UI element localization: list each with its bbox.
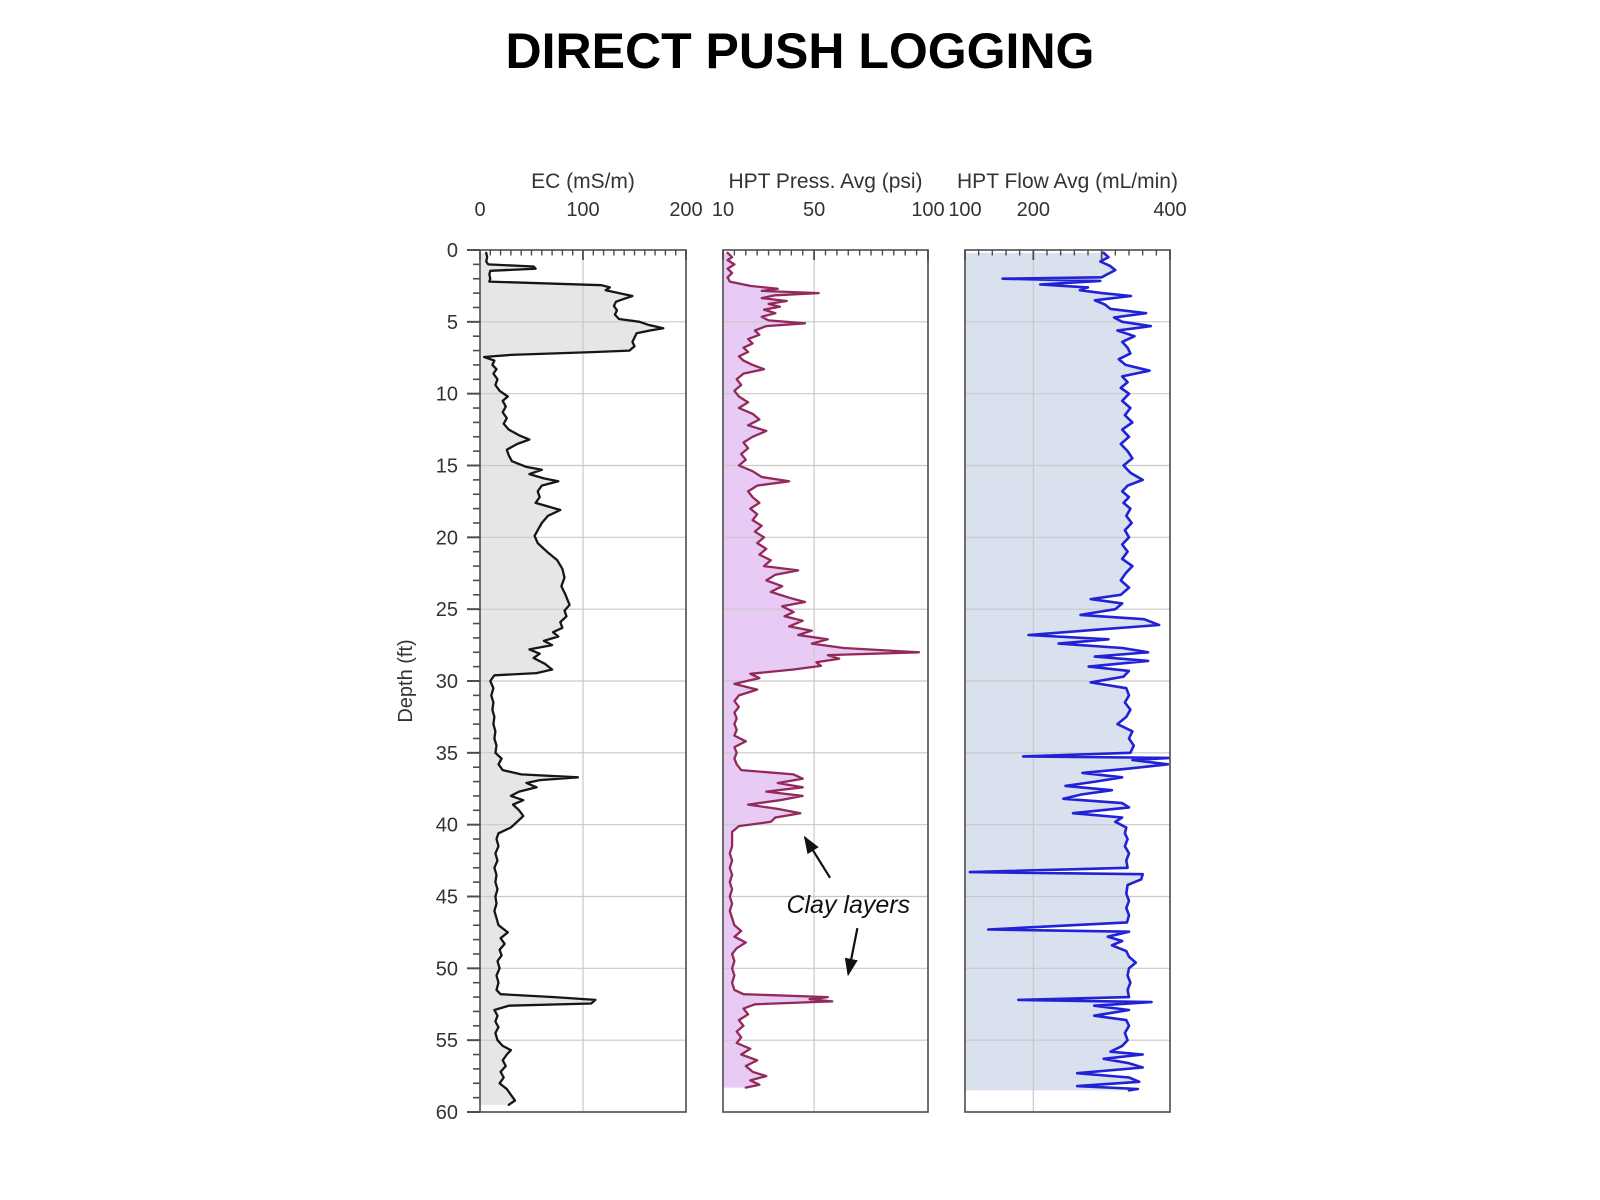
- x-tick-label: 50: [803, 199, 825, 221]
- depth-tick-label: 20: [436, 527, 458, 549]
- depth-tick-label: 0: [447, 240, 458, 262]
- x-tick-label: 100: [911, 199, 944, 221]
- x-tick-label: 0: [474, 199, 485, 221]
- log-curve: [726, 251, 921, 1089]
- depth-tick-label: 5: [447, 312, 458, 334]
- log-panel-0: 0 100 200 0 5 10 15 20 25 30 35 40 45 50 55 60: [436, 199, 703, 1124]
- panel-title-hpt-flow: HPT Flow Avg (mL/min): [957, 170, 1178, 193]
- annotation-arrow: [844, 927, 859, 977]
- depth-axis-title: Depth (ft): [395, 639, 417, 722]
- depth-tick-label: 35: [436, 743, 458, 765]
- depth-tick-label: 25: [436, 599, 458, 621]
- depth-tick-label: 40: [436, 815, 458, 837]
- log-curve: [968, 251, 1170, 1092]
- page-title: DIRECT PUSH LOGGING: [505, 23, 1095, 79]
- depth-tick-label: 10: [436, 384, 458, 406]
- x-tick-label: 200: [669, 199, 702, 221]
- x-tick-label: 10: [712, 199, 734, 221]
- depth-tick-label: 50: [436, 958, 458, 980]
- depth-tick-label: 15: [436, 456, 458, 478]
- depth-tick-label: 30: [436, 671, 458, 693]
- depth-tick-label: 45: [436, 887, 458, 909]
- log-panel-2: 100 200 400: [948, 199, 1187, 1113]
- panel-title-ec: EC (mS/m): [531, 170, 635, 193]
- curve-fill: [480, 252, 664, 1105]
- panel-border: [964, 249, 1171, 1113]
- annotation-arrow: [803, 835, 831, 879]
- clay-layers-annotation: Clay layers: [786, 835, 910, 977]
- depth-tick-label: 60: [436, 1102, 458, 1124]
- panel-title-hpt-pressure: HPT Press. Avg (psi): [728, 170, 922, 193]
- clay-layers-label: Clay layers: [786, 891, 910, 919]
- curve-fill: [723, 252, 919, 1088]
- curve-fill: [965, 252, 1170, 1091]
- x-tick-label: 100: [948, 199, 981, 221]
- log-panel-1: 10 50 100: [712, 199, 945, 1113]
- x-tick-label: 200: [1017, 199, 1050, 221]
- log-curve: [482, 251, 665, 1106]
- x-tick-label: 100: [566, 199, 599, 221]
- depth-tick-label: 55: [436, 1030, 458, 1052]
- x-tick-label: 400: [1153, 199, 1186, 221]
